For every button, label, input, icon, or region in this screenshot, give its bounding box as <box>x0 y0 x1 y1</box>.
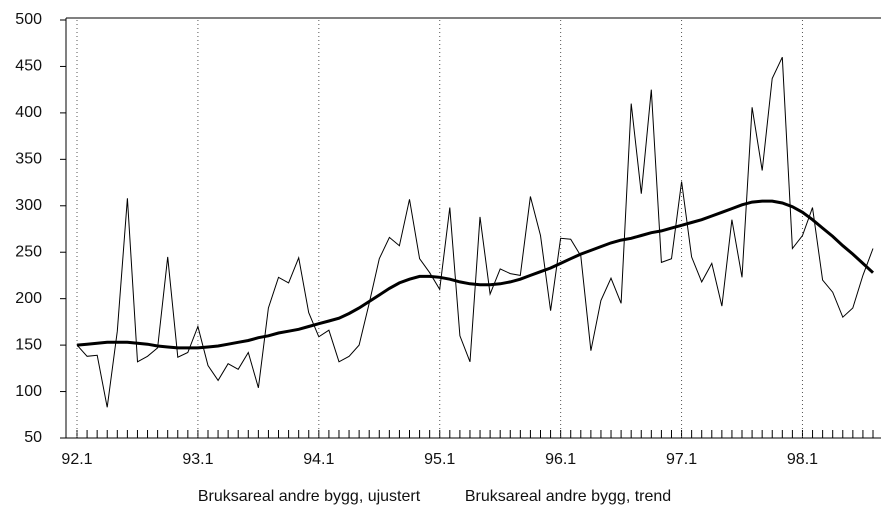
x-tick-label: 95.1 <box>424 451 455 468</box>
y-tick-label: 500 <box>15 11 42 28</box>
series-line <box>76 199 875 350</box>
legend-label: Bruksareal andre bygg, ujustert <box>198 488 421 505</box>
y-tick-label: 450 <box>15 58 42 75</box>
x-tick-label: 93.1 <box>182 451 213 468</box>
y-tick-label: 200 <box>15 290 42 307</box>
x-tick-label: 96.1 <box>545 451 576 468</box>
series-line <box>76 56 874 408</box>
y-tick-label: 300 <box>15 197 42 214</box>
x-tick-label: 98.1 <box>787 451 818 468</box>
x-tick-label: 97.1 <box>666 451 697 468</box>
y-tick-label: 100 <box>15 383 42 400</box>
y-tick-label: 50 <box>24 429 42 446</box>
y-tick-label: 150 <box>15 336 42 353</box>
legend-label: Bruksareal andre bygg, trend <box>465 488 671 505</box>
y-tick-label: 250 <box>15 243 42 260</box>
x-tick-label: 92.1 <box>61 451 92 468</box>
x-tick-label: 94.1 <box>303 451 334 468</box>
y-tick-label: 350 <box>15 151 42 168</box>
y-tick-label: 400 <box>15 104 42 121</box>
